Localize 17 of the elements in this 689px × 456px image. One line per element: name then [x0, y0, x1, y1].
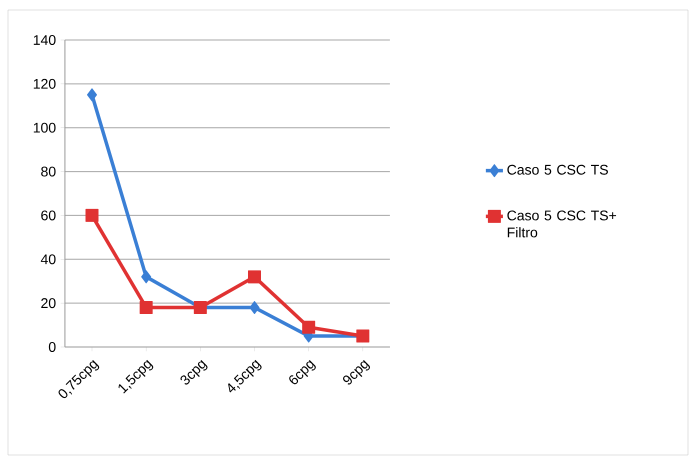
point: [302, 320, 316, 334]
y-tick-label: 0: [48, 342, 56, 352]
y-tick-label: 20: [41, 298, 56, 308]
y-tick-label: 120: [34, 78, 56, 89]
point: [86, 208, 98, 222]
legend-label: Caso 5 CSC TS: [507, 164, 608, 175]
point: [141, 270, 152, 284]
y-tick-label: 140: [34, 35, 56, 45]
y-tick-label: 60: [41, 210, 56, 220]
point: [140, 301, 153, 314]
legend-label: Caso 5 CSC TS+ Filtro: [507, 210, 616, 238]
y-tick-label: 100: [34, 122, 56, 133]
point: [250, 301, 260, 314]
point: [248, 270, 261, 284]
y-tick-label: 40: [40, 254, 56, 264]
y-tick-label: 80: [41, 166, 56, 177]
point: [87, 88, 97, 102]
